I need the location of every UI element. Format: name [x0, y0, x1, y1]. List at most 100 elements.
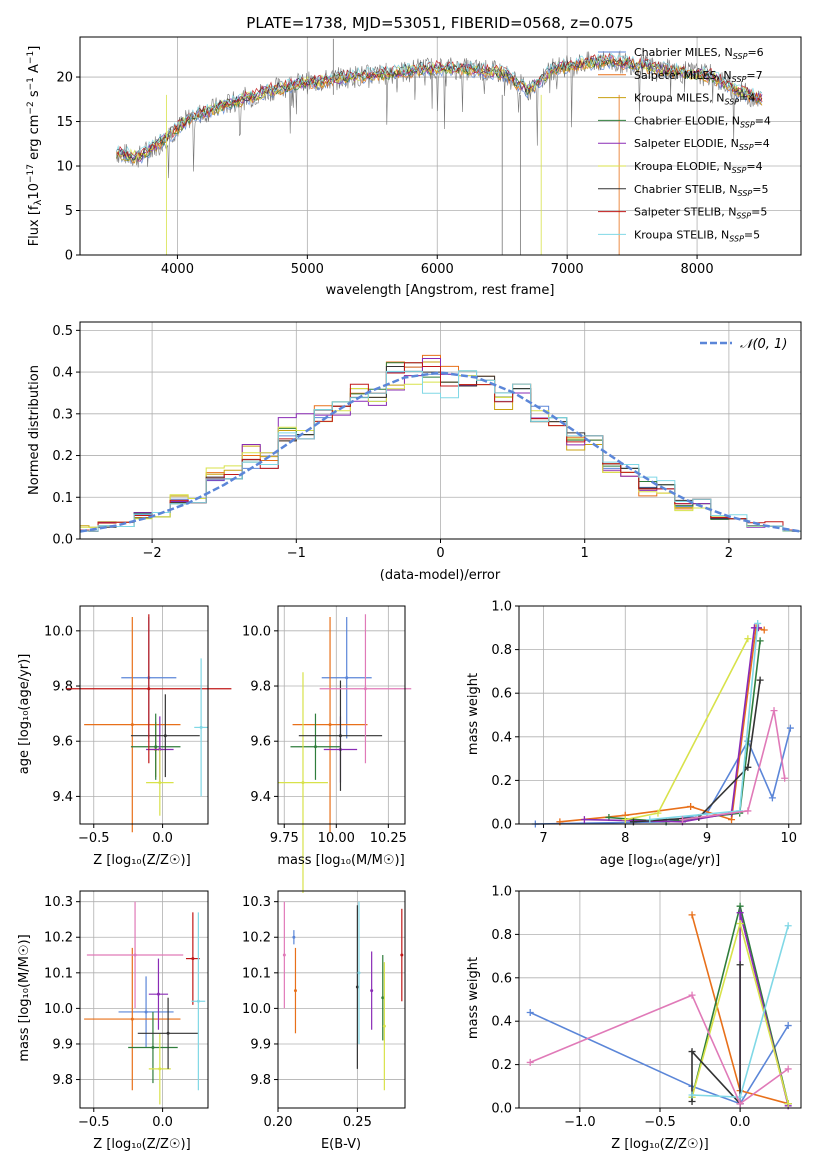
- legend-label: Chabrier STELIB, NSSP=5: [634, 183, 768, 198]
- x-tick-label: 9.75: [270, 831, 299, 846]
- x-tick-label: 0.0: [152, 831, 173, 846]
- mass-ebv-xlabel: E(B-V): [321, 1137, 361, 1152]
- y-tick-label: 20: [56, 71, 73, 86]
- x-tick-label: 10.00: [318, 831, 355, 846]
- legend-label-base: Chabrier STELIB, N: [634, 183, 738, 196]
- weight-line: [633, 679, 761, 823]
- axes-frame: [518, 890, 802, 1109]
- weight-marker: [678, 816, 686, 824]
- errorbar-point: [370, 989, 374, 993]
- legend-label-tail: =5: [744, 228, 760, 241]
- age-Z-ylabel: age [log₁₀(age/yr)]: [17, 654, 32, 775]
- weight-marker: [768, 794, 776, 802]
- weight-Z-xlabel: Z [log₁₀(Z/Z☉)]: [611, 1137, 708, 1152]
- spectrum-xlabel: wavelength [Angstrom, rest frame]: [326, 283, 555, 298]
- ylabel-part: A: [27, 64, 42, 77]
- mass-Z-ylabel: mass [log₁₀(M/M☉)]: [17, 934, 32, 1061]
- ylabel-part: −2: [26, 101, 36, 114]
- x-tick-label: 1: [581, 546, 589, 561]
- weight-marker: [728, 816, 736, 824]
- legend-label-tail: =4: [754, 137, 770, 150]
- y-tick-label: 0.6: [491, 971, 512, 986]
- weight-marker: [781, 774, 789, 782]
- axes-frame: [277, 890, 406, 1109]
- weight-marker: [688, 911, 696, 919]
- legend-label-base: Salpeter MILES, N: [634, 69, 732, 82]
- weight-marker: [688, 1097, 696, 1105]
- weight-marker: [784, 1022, 792, 1030]
- y-tick-label: 1.0: [491, 885, 512, 900]
- legend-label-base: Salpeter ELODIE, N: [634, 137, 739, 150]
- x-tick-label: −0.5: [644, 1115, 676, 1130]
- ylabel-part: ]: [27, 46, 42, 51]
- y-tick-label: 10.3: [242, 895, 271, 910]
- weight-marker: [687, 803, 695, 811]
- weight-marker: [744, 763, 752, 771]
- y-tick-label: 5: [65, 204, 73, 219]
- y-tick-label: 1.0: [491, 600, 512, 615]
- weight-marker: [736, 1100, 744, 1108]
- axes-frame: [277, 605, 406, 825]
- weight-marker: [744, 635, 752, 643]
- weight-marker: [784, 922, 792, 930]
- errorbar-point: [147, 687, 151, 691]
- weight-marker: [754, 619, 762, 627]
- errorbar-point: [199, 725, 203, 729]
- axes-frame: [518, 605, 802, 825]
- weight-marker: [688, 1048, 696, 1056]
- x-tick-label: −1.0: [564, 1115, 596, 1130]
- ylabel-part: −1: [26, 51, 36, 64]
- x-tick-label: 10: [780, 831, 797, 846]
- weight-vs-age-panel: 7 8 9 10 0.0 0.2 0.4 0.6 0.8 1.0: [491, 600, 802, 846]
- weight-line: [691, 964, 741, 1106]
- x-tick-label: 0.20: [264, 1115, 293, 1130]
- x-tick-label: 9: [703, 831, 711, 846]
- axes-frame: [79, 321, 802, 540]
- weight-marker: [654, 809, 662, 817]
- y-tick-label: 0.4: [52, 366, 73, 381]
- errorbar-point: [191, 957, 195, 961]
- x-tick-label: 0.0: [730, 1115, 751, 1130]
- x-tick-label: 8000: [681, 262, 714, 277]
- y-tick-label: 10.0: [44, 1002, 73, 1017]
- weight-Z-ylabel: mass weight: [466, 957, 481, 1039]
- weight-marker: [756, 676, 764, 684]
- errorbar-point: [130, 1017, 134, 1021]
- errorbar-point: [156, 992, 160, 996]
- weight-marker: [736, 961, 744, 969]
- legend-label-base: Kroupa MILES, N: [634, 92, 724, 105]
- x-tick-label: 5000: [291, 262, 324, 277]
- x-tick-label: 6000: [421, 262, 454, 277]
- legend-label: Salpeter ELODIE, NSSP=4: [634, 137, 770, 152]
- legend-label-tail: =4: [746, 160, 762, 173]
- y-tick-label: 0.4: [491, 1015, 512, 1030]
- model-spectrum-line: [116, 53, 763, 157]
- model-spectrum-line: [116, 55, 763, 162]
- weight-line: [535, 727, 792, 825]
- legend-label-tail: =4: [755, 114, 771, 127]
- weight-line: [529, 994, 789, 1105]
- weight-marker: [786, 724, 794, 732]
- y-tick-label: 9.4: [52, 790, 73, 805]
- x-tick-label: 8: [621, 831, 629, 846]
- legend-label: Salpeter STELIB, NSSP=5: [634, 206, 767, 221]
- errorbar-point: [301, 781, 305, 785]
- legend-label-tail: =7: [746, 69, 762, 82]
- weight-marker: [756, 637, 764, 645]
- y-tick-label: 9.9: [52, 1037, 73, 1052]
- weight-marker: [754, 624, 762, 632]
- errorbar-point: [163, 734, 167, 738]
- y-tick-label: 15: [56, 115, 73, 130]
- legend-label-base: Kroupa ELODIE, N: [634, 160, 732, 173]
- legend-label: Kroupa ELODIE, NSSP=4: [634, 160, 763, 175]
- legend-label-base: Chabrier MILES, N: [634, 46, 733, 59]
- y-tick-label: 0: [65, 249, 73, 264]
- y-tick-label: 9.6: [52, 735, 73, 750]
- weight-line: [529, 1011, 789, 1105]
- y-tick-label: 10.1: [44, 966, 73, 981]
- y-tick-label: 0.6: [491, 687, 512, 702]
- legend-label-sub: SSP: [729, 234, 744, 243]
- y-tick-label: 9.8: [52, 1073, 73, 1088]
- errorbar-point: [151, 1046, 155, 1050]
- y-tick-label: 0.3: [52, 407, 73, 422]
